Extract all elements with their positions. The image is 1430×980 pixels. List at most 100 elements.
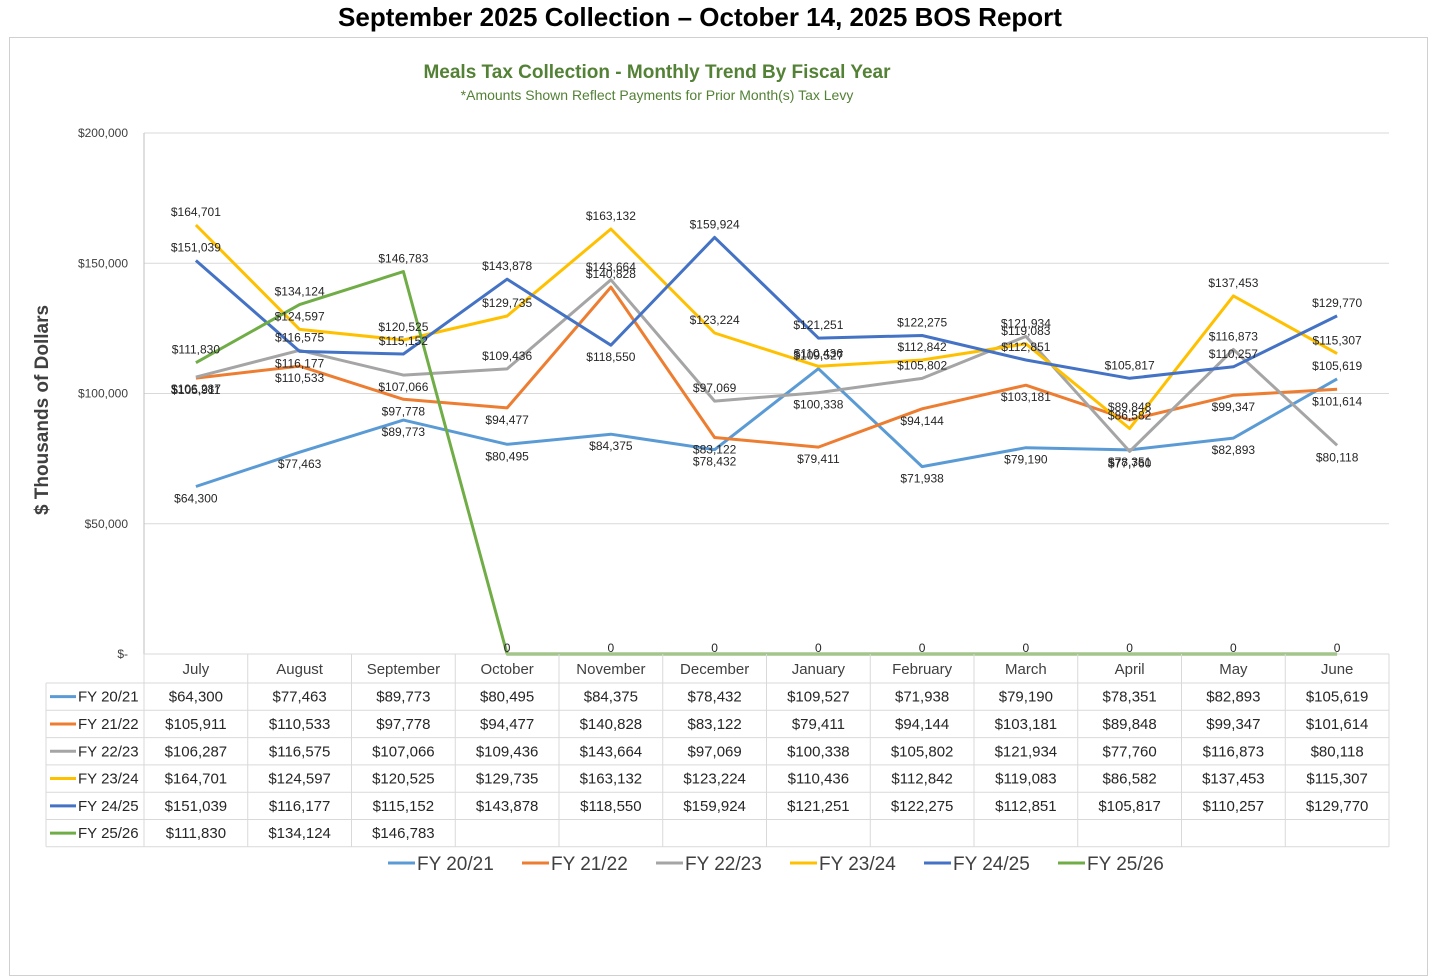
table-cell: $110,257: [1203, 798, 1264, 815]
table-cell: $119,083: [995, 771, 1056, 788]
table-cell: $118,550: [580, 798, 641, 815]
data-label-fy-23-24: $137,453: [1208, 276, 1258, 290]
series-line-fy-25-26: [195, 270, 1338, 656]
y-tick-label: $100,000: [78, 387, 128, 401]
table-header-cell: August: [276, 661, 324, 678]
table-cell: $129,770: [1306, 798, 1369, 815]
data-label-fy-20-21: $80,495: [485, 449, 529, 463]
data-label-fy-25-26: 0: [1230, 641, 1237, 655]
data-label-fy-24-25: $143,878: [482, 259, 532, 273]
table-cell: $86,582: [1103, 771, 1157, 788]
page-title: September 2025 Collection – October 14, …: [338, 2, 1062, 32]
table-cell: $105,802: [891, 743, 954, 760]
y-axis-ticks: $- $50,000 $100,000 $150,000 $200,000: [78, 126, 128, 661]
series-lines: [194, 223, 1339, 656]
table-cell: $129,735: [476, 771, 539, 788]
table-header-cell: July: [183, 661, 210, 678]
data-label-fy-21-22: $94,477: [485, 413, 529, 427]
table-cell: $159,924: [683, 798, 746, 815]
data-label-fy-24-25: $122,275: [897, 315, 947, 329]
table-cell: $77,760: [1103, 743, 1157, 760]
series-line-fy-24-25: [194, 235, 1338, 380]
data-label-fy-24-25: $112,851: [1001, 340, 1050, 354]
gridlines: [143, 132, 1389, 654]
y-tick-label: $50,000: [85, 517, 129, 531]
table-cell: $101,614: [1306, 716, 1369, 733]
data-label-fy-25-26: 0: [815, 641, 822, 655]
table-header-cell: December: [680, 661, 749, 678]
table-cell: $110,533: [269, 716, 330, 733]
table-cell: $71,938: [895, 689, 949, 706]
data-label-fy-25-26: 0: [1334, 641, 1341, 655]
data-label-fy-22-23: $100,338: [793, 398, 843, 412]
data-label-fy-22-23: $105,802: [897, 358, 947, 372]
data-label-fy-22-23: $97,069: [693, 381, 737, 395]
table-cell: $124,597: [268, 771, 331, 788]
table-row-label: FY 21/22: [78, 716, 139, 733]
table-cell: $82,893: [1206, 689, 1260, 706]
data-label-fy-22-23: $107,066: [378, 380, 428, 394]
table-cell: $105,911: [165, 716, 226, 733]
data-labels: $164,701 $151,039 $111,830 $106,287$105,911…: [171, 205, 1363, 655]
table-cell: $97,778: [376, 716, 430, 733]
table-cell: $122,275: [891, 798, 954, 815]
table-header-cell: February: [892, 661, 953, 678]
table-cell: $94,477: [480, 716, 534, 733]
data-label-fy-20-21: $109,527: [793, 349, 843, 363]
data-label-fy-21-22: $97,778: [382, 404, 426, 418]
data-label-fy-24-25: $118,550: [586, 350, 635, 364]
table-cell: $77,463: [273, 689, 327, 706]
data-label-fy-22-23: $106,287: [171, 382, 221, 396]
table-cell: $64,300: [169, 689, 223, 706]
data-label-fy-20-21: $89,773: [382, 425, 426, 439]
data-label-fy-25-26: 0: [504, 641, 511, 655]
data-label-fy-21-22: $83,122: [693, 442, 737, 456]
data-label-fy-20-21: $64,300: [174, 491, 218, 505]
table-cell: $116,177: [269, 798, 330, 815]
y-tick-label: $150,000: [78, 256, 128, 270]
table-row-label: FY 20/21: [78, 689, 139, 706]
legend-label-fy-24-25: FY 24/25: [953, 854, 1030, 875]
y-axis-title: $ Thousands of Dollars: [32, 305, 53, 515]
data-label-fy-23-24: $124,597: [275, 309, 325, 323]
data-label-fy-25-26: 0: [711, 641, 718, 655]
table-cell: $107,066: [372, 743, 435, 760]
data-label-fy-21-22: $99,347: [1212, 400, 1256, 414]
table-cell: $99,347: [1206, 716, 1260, 733]
series-line-fy-22-23: [195, 278, 1339, 453]
data-label-fy-23-24: $163,132: [586, 209, 636, 223]
chart-title: Meals Tax Collection - Monthly Trend By …: [423, 62, 891, 83]
data-label-fy-21-22: $103,181: [1001, 390, 1051, 404]
data-label-fy-21-22: $79,411: [797, 452, 840, 466]
data-label-fy-23-24: $115,307: [1313, 334, 1362, 348]
table-cell: $89,848: [1103, 716, 1157, 733]
legend-label-fy-23-24: FY 23/24: [819, 854, 896, 875]
data-label-fy-23-24: $86,582: [1108, 408, 1152, 422]
table-cell: $97,069: [688, 743, 742, 760]
table-header-cell: November: [576, 661, 645, 678]
table-cell: $109,436: [476, 743, 539, 760]
data-label-fy-24-25: $159,924: [690, 217, 740, 231]
table-cell: $115,152: [373, 798, 434, 815]
y-tick-label: $200,000: [78, 126, 128, 140]
table-cell: $123,224: [683, 771, 746, 788]
series-line-fy-20-21: [195, 367, 1338, 488]
table-cell: $105,619: [1306, 689, 1369, 706]
table-cell: $134,124: [268, 825, 331, 842]
chart-area: Meals Tax Collection - Monthly Trend By …: [9, 37, 1428, 976]
series-line-fy-21-22: [195, 285, 1338, 449]
data-label-fy-23-24: $129,735: [482, 296, 532, 310]
table-cell: $115,307: [1306, 771, 1367, 788]
data-label-fy-21-22: $105,911: [171, 383, 220, 397]
table-cell: $78,351: [1103, 689, 1157, 706]
data-label-fy-24-25: $151,039: [171, 241, 221, 255]
data-label-fy-22-23: $109,436: [482, 349, 532, 363]
legend-label-fy-20-21: FY 20/21: [417, 854, 494, 875]
data-label-fy-23-24: $119,083: [1001, 324, 1050, 338]
table-cell: $103,181: [995, 716, 1058, 733]
table-cell: $84,375: [584, 689, 638, 706]
table-row-label: FY 23/24: [78, 771, 139, 788]
data-label-fy-20-21: $82,893: [1212, 443, 1256, 457]
data-label-fy-23-24: $164,701: [171, 205, 221, 219]
data-label-fy-22-23: $116,575: [275, 330, 324, 344]
